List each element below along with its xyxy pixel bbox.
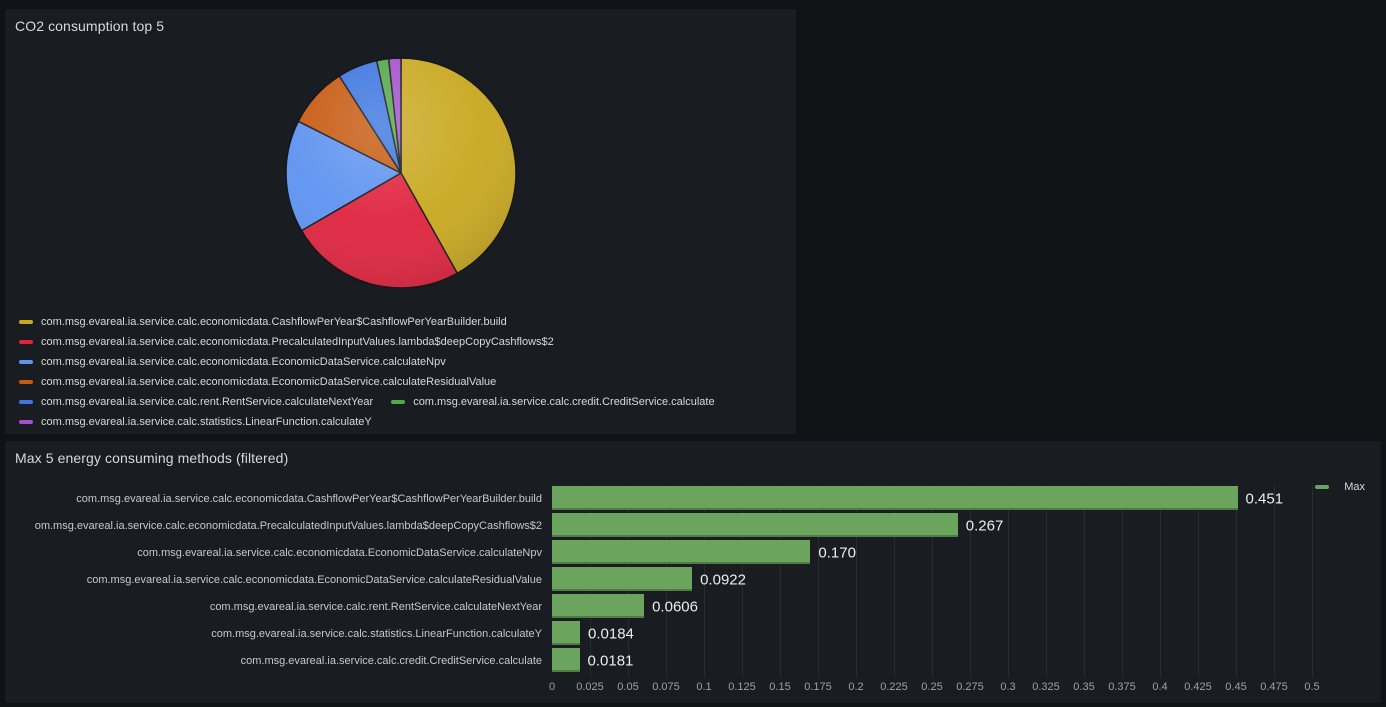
legend-color-marker (19, 399, 33, 404)
x-tick-label: 0.15 (769, 681, 791, 693)
x-tick-label: 0.025 (576, 681, 604, 693)
x-tick-label: 0.175 (804, 681, 832, 693)
bar-value-label: 0.0606 (652, 598, 698, 615)
gridline (1160, 485, 1161, 678)
bar-value-label: 0.0184 (588, 625, 634, 642)
gridline (894, 485, 895, 678)
bar-category-label: com.msg.evareal.ia.service.calc.rent.Ren… (209, 600, 542, 613)
gridline (1312, 485, 1313, 678)
legend-color-marker (19, 339, 33, 344)
bar[interactable] (552, 621, 580, 645)
bar-row: 0.0606 (552, 593, 1312, 620)
bar-category-label: com.msg.evareal.ia.service.calc.credit.C… (240, 654, 542, 667)
gridline (1274, 485, 1275, 678)
bar-value-label: 0.267 (965, 517, 1004, 534)
bar-category-label: om.msg.evareal.ia.service.calc.economicd… (34, 519, 542, 532)
pie-legend-label: com.msg.evareal.ia.service.calc.statisti… (41, 415, 372, 428)
gridline (932, 485, 933, 678)
pie-legend-item[interactable]: com.msg.evareal.ia.service.calc.economic… (19, 335, 554, 348)
x-tick-label: 0.375 (1108, 681, 1136, 693)
bar-category-label: com.msg.evareal.ia.service.calc.economic… (86, 573, 542, 586)
x-tick-label: 0.5 (1304, 681, 1320, 693)
bar[interactable] (552, 648, 580, 672)
x-tick-label: 0.05 (617, 681, 639, 693)
x-tick-label: 0.425 (1184, 681, 1212, 693)
gridline (970, 485, 971, 678)
x-tick-label: 0.25 (921, 681, 943, 693)
x-tick-label: 0 (548, 681, 556, 693)
gridline (704, 485, 705, 678)
pie-legend-label: com.msg.evareal.ia.service.calc.economic… (41, 375, 497, 388)
x-tick-label: 0.475 (1260, 681, 1288, 693)
bar-legend-label: Max (1344, 481, 1365, 493)
panel-max-energy: Max 5 energy consuming methods (filtered… (4, 440, 1382, 704)
bar-x-axis: 0 0.025 0.05 0.075 0.1 0.125 0.15 0.175 0.2 0.225… (548, 681, 1352, 697)
pie-legend-item[interactable]: com.msg.evareal.ia.service.calc.credit.C… (391, 395, 715, 408)
bar-row: 0.0181 (552, 647, 1312, 674)
pie-legend: com.msg.evareal.ia.service.calc.economic… (19, 315, 787, 428)
pie-legend-item[interactable]: com.msg.evareal.ia.service.calc.statisti… (19, 415, 372, 428)
bar-category-label: com.msg.evareal.ia.service.calc.economic… (137, 546, 542, 559)
gridline (1236, 485, 1237, 678)
pie-legend-label: com.msg.evareal.ia.service.calc.economic… (41, 355, 446, 368)
gridline (856, 485, 857, 678)
bar-plot-area: 0.451 0.267 0.170 0.0922 0.0606 0.0184 0.0181 (552, 485, 1313, 678)
x-tick-label: 0.45 (1225, 681, 1247, 693)
panel-title-co2[interactable]: CO2 consumption top 5 (15, 18, 165, 34)
bar-row: 0.267 (552, 512, 1312, 539)
gridline (1046, 485, 1047, 678)
panel-co2-consumption: CO2 consumption top 5 com.msg.evareal.ia… (4, 8, 797, 435)
x-tick-label: 0.4 (1152, 681, 1168, 693)
bar-legend-marker (1315, 485, 1330, 489)
bar-value-label: 0.170 (818, 544, 856, 561)
bar-value-label: 0.0922 (700, 571, 746, 588)
gridline (1198, 485, 1199, 678)
gridline (1008, 485, 1009, 678)
x-tick-label: 0.075 (652, 681, 680, 693)
bar[interactable] (552, 540, 811, 564)
pie-legend-label: com.msg.evareal.ia.service.calc.economic… (41, 335, 554, 348)
bar-value-label: 0.451 (1245, 490, 1284, 507)
x-tick-label: 0.225 (880, 681, 908, 693)
bar-row: 0.170 (552, 539, 1312, 566)
legend-color-marker (19, 319, 33, 324)
bar-row: 0.451 (552, 485, 1312, 512)
bar-category-label: com.msg.evareal.ia.service.calc.statisti… (211, 627, 542, 640)
pie-legend-label: com.msg.evareal.ia.service.calc.rent.Ren… (41, 395, 374, 408)
pie-legend-label: com.msg.evareal.ia.service.calc.economic… (41, 315, 507, 328)
x-tick-label: 0.35 (1073, 681, 1095, 693)
x-tick-label: 0.1 (696, 681, 712, 693)
bar[interactable] (552, 513, 958, 537)
gridline (780, 485, 781, 678)
legend-color-marker (19, 379, 33, 384)
bar-row: 0.0184 (552, 620, 1312, 647)
bar[interactable] (552, 567, 693, 591)
x-tick-label: 0.3 (1000, 681, 1016, 693)
gridline (1122, 485, 1123, 678)
legend-color-marker (391, 399, 406, 404)
pie-legend-item[interactable]: com.msg.evareal.ia.service.calc.economic… (19, 375, 496, 388)
panel-title-max-energy[interactable]: Max 5 energy consuming methods (filtered… (15, 450, 289, 466)
bar-legend-item-max[interactable]: Max (1315, 481, 1365, 493)
bar[interactable] (552, 594, 645, 618)
legend-color-marker (19, 419, 33, 424)
gridline (818, 485, 819, 678)
bar-category-axis: com.msg.evareal.ia.service.calc.economic… (5, 485, 542, 674)
pie-chart (285, 57, 517, 289)
x-tick-label: 0.2 (848, 681, 864, 693)
x-tick-label: 0.275 (956, 681, 984, 693)
legend-color-marker (19, 359, 33, 364)
bar-row: 0.0922 (552, 566, 1312, 593)
pie-legend-label: com.msg.evareal.ia.service.calc.credit.C… (413, 395, 715, 408)
pie-legend-item[interactable]: com.msg.evareal.ia.service.calc.economic… (19, 315, 507, 328)
x-tick-label: 0.325 (1032, 681, 1060, 693)
gridline (1084, 485, 1085, 678)
bar[interactable] (552, 486, 1238, 510)
bar-value-label: 0.0181 (587, 652, 634, 669)
bar-category-label: com.msg.evareal.ia.service.calc.economic… (76, 492, 542, 505)
pie-legend-item[interactable]: com.msg.evareal.ia.service.calc.economic… (19, 355, 446, 368)
x-tick-label: 0.125 (728, 681, 756, 693)
gridline (742, 485, 743, 678)
pie-legend-item[interactable]: com.msg.evareal.ia.service.calc.rent.Ren… (19, 395, 373, 408)
